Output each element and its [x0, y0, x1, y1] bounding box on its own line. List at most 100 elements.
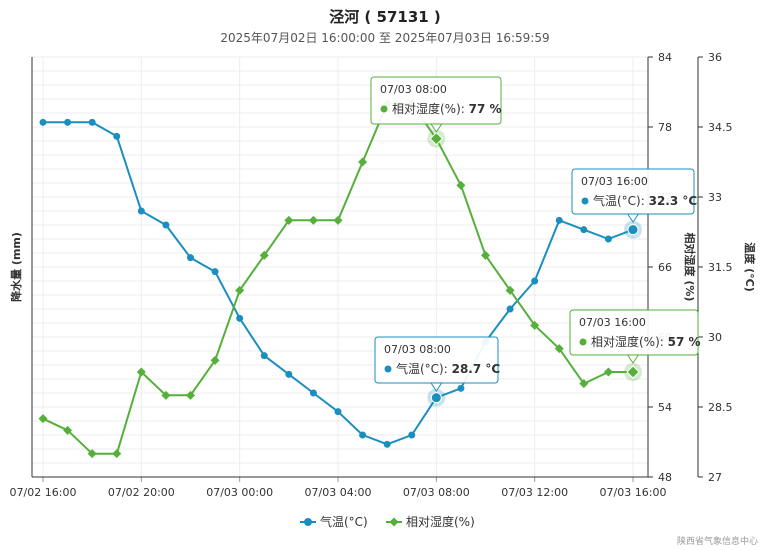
tooltip-layer: 07/03 08:00 相对湿度(%): 77 % 07/03 16:00 气温(°C…: [370, 76, 701, 407]
highlight-point: [627, 224, 639, 236]
data-point: [531, 277, 539, 285]
data-point: [236, 314, 244, 322]
tooltip-value: 气温(°C): 28.7 °C: [396, 361, 500, 376]
chart-subtitle: 2025年07月02日 16:00:00 至 2025年07月03日 16:59…: [220, 31, 549, 45]
humidity-tick-label: 48: [658, 471, 672, 484]
data-point: [211, 268, 219, 276]
data-point: [136, 367, 146, 377]
temperature-tick-label: 30: [708, 331, 722, 344]
chart-credit: 陕西省气象信息中心: [677, 535, 758, 547]
legend-marker: [304, 518, 312, 526]
tooltip-box: [569, 309, 699, 356]
data-point: [162, 221, 170, 229]
x-tick-label: 07/03 00:00: [206, 486, 273, 499]
legend-item[interactable]: 气温(°C): [300, 514, 368, 529]
x-tick-label: 07/03 16:00: [600, 486, 667, 499]
data-point: [38, 414, 48, 424]
tooltip-header: 07/03 16:00: [579, 316, 646, 329]
data-point: [64, 118, 72, 126]
tooltip-box: [571, 168, 695, 215]
tooltip-series-dot: [581, 197, 589, 205]
data-point: [112, 449, 122, 459]
humidity-axis-title: 相对湿度 (%): [683, 233, 697, 302]
tooltip-series-dot: [579, 338, 587, 346]
temperature-tick-label: 27: [708, 471, 722, 484]
x-tick-label: 07/03 08:00: [403, 486, 470, 499]
humidity-tick-label: 66: [658, 261, 672, 274]
data-point: [456, 180, 466, 190]
data-point: [161, 390, 171, 400]
legend: 气温(°C) 相对湿度(%): [300, 514, 475, 529]
data-point: [334, 408, 342, 416]
tooltip-header: 07/03 08:00: [380, 83, 447, 96]
temperature-tick-label: 31.5: [708, 261, 733, 274]
x-tick-label: 07/03 12:00: [501, 486, 568, 499]
temperature-axis-title: 温度 (°C): [743, 242, 757, 291]
tooltip-header: 07/03 08:00: [384, 343, 451, 356]
data-point: [284, 215, 294, 225]
data-point: [481, 250, 490, 260]
data-point: [457, 384, 465, 392]
data-point: [285, 370, 293, 378]
legend-label: 相对湿度(%): [406, 514, 475, 529]
data-point: [88, 118, 96, 126]
legend-label: 气温(°C): [320, 514, 368, 529]
data-point: [505, 285, 515, 295]
data-point: [383, 440, 391, 448]
tooltip-series-dot: [380, 105, 388, 113]
x-tick-label: 07/02 16:00: [10, 486, 77, 499]
data-point: [506, 305, 514, 313]
data-point: [333, 215, 343, 225]
data-point: [63, 425, 73, 435]
tooltip-value: 相对湿度(%): 57 %: [591, 334, 701, 349]
data-point: [579, 379, 589, 389]
temperature-tick-label: 28.5: [708, 401, 733, 414]
legend-marker: [389, 517, 399, 527]
data-point: [87, 449, 97, 459]
grid-layer: [32, 56, 648, 478]
tooltip-box: [370, 76, 502, 125]
data-point: [604, 235, 612, 243]
highlight-point: [626, 365, 640, 379]
data-point: [358, 157, 368, 167]
data-point: [235, 285, 245, 295]
humidity-tick-label: 84: [658, 51, 672, 64]
tooltip-header: 07/03 16:00: [581, 175, 648, 188]
data-point: [359, 431, 367, 439]
data-point: [186, 390, 195, 400]
chart-title: 泾河 ( 57131 ): [329, 8, 441, 26]
temperature-tick-label: 36: [708, 51, 722, 64]
humidity-tick-label: 78: [658, 121, 672, 134]
tooltip-value: 相对湿度(%): 77 %: [392, 101, 502, 116]
data-point: [308, 215, 318, 225]
temperature-tick-label: 33: [708, 191, 722, 204]
data-point: [309, 389, 317, 397]
tooltip-series-dot: [384, 365, 392, 373]
data-point: [113, 132, 121, 140]
data-point: [530, 320, 540, 330]
legend-item[interactable]: 相对湿度(%): [386, 514, 475, 529]
data-point: [555, 216, 563, 224]
highlight-point: [429, 131, 444, 146]
data-point: [408, 431, 416, 439]
x-tick-label: 07/02 20:00: [108, 486, 175, 499]
data-point: [603, 367, 613, 377]
axis-layer: 07/02 16:00 07/02 20:00 07/03 00:00 07/03 0…: [9, 51, 757, 499]
data-point: [554, 344, 564, 354]
data-point: [137, 207, 145, 215]
x-tick-label: 07/03 04:00: [305, 486, 372, 499]
highlight-point: [430, 392, 442, 404]
series-layer: [38, 99, 638, 459]
data-point: [187, 254, 194, 262]
humidity-tick-label: 54: [658, 401, 672, 414]
data-point: [259, 250, 269, 260]
data-point: [210, 355, 220, 365]
data-point: [39, 118, 47, 126]
tooltip-value: 气温(°C): 32.3 °C: [593, 193, 697, 208]
tooltip-box: [374, 336, 499, 384]
data-point: [580, 226, 588, 234]
data-point: [260, 352, 268, 360]
temperature-tick-label: 34.5: [708, 121, 733, 134]
